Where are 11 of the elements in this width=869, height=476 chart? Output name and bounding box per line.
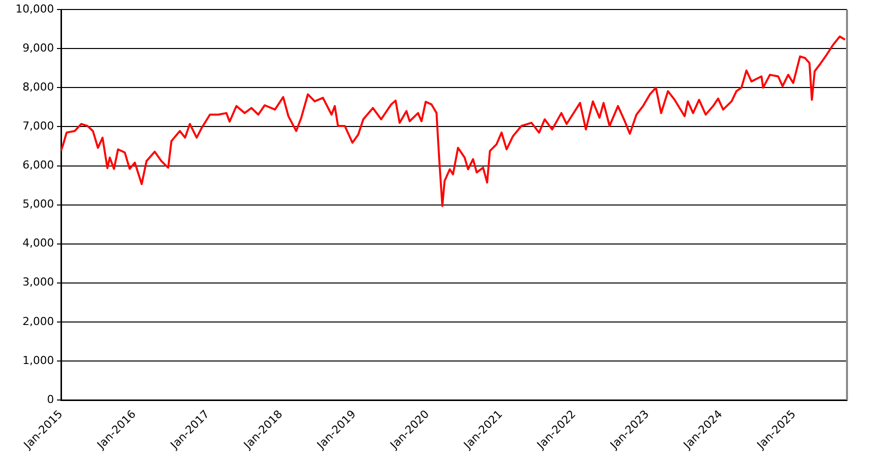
- y-tick-label: 5,000: [22, 198, 54, 211]
- y-tick-label: 7,000: [22, 120, 54, 133]
- y-tick-label: 4,000: [22, 236, 54, 250]
- y-tick-label: 0: [47, 392, 54, 406]
- y-tick-label: 10,000: [16, 2, 54, 16]
- y-tick-label: 1,000: [22, 354, 54, 367]
- y-tick-label: 2,000: [22, 314, 54, 328]
- y-tick-label: 9,000: [22, 42, 54, 54]
- y-tick-label: 3,000: [22, 276, 54, 289]
- y-tick-label: 8,000: [22, 80, 54, 94]
- y-tick-label: 6,000: [22, 158, 54, 172]
